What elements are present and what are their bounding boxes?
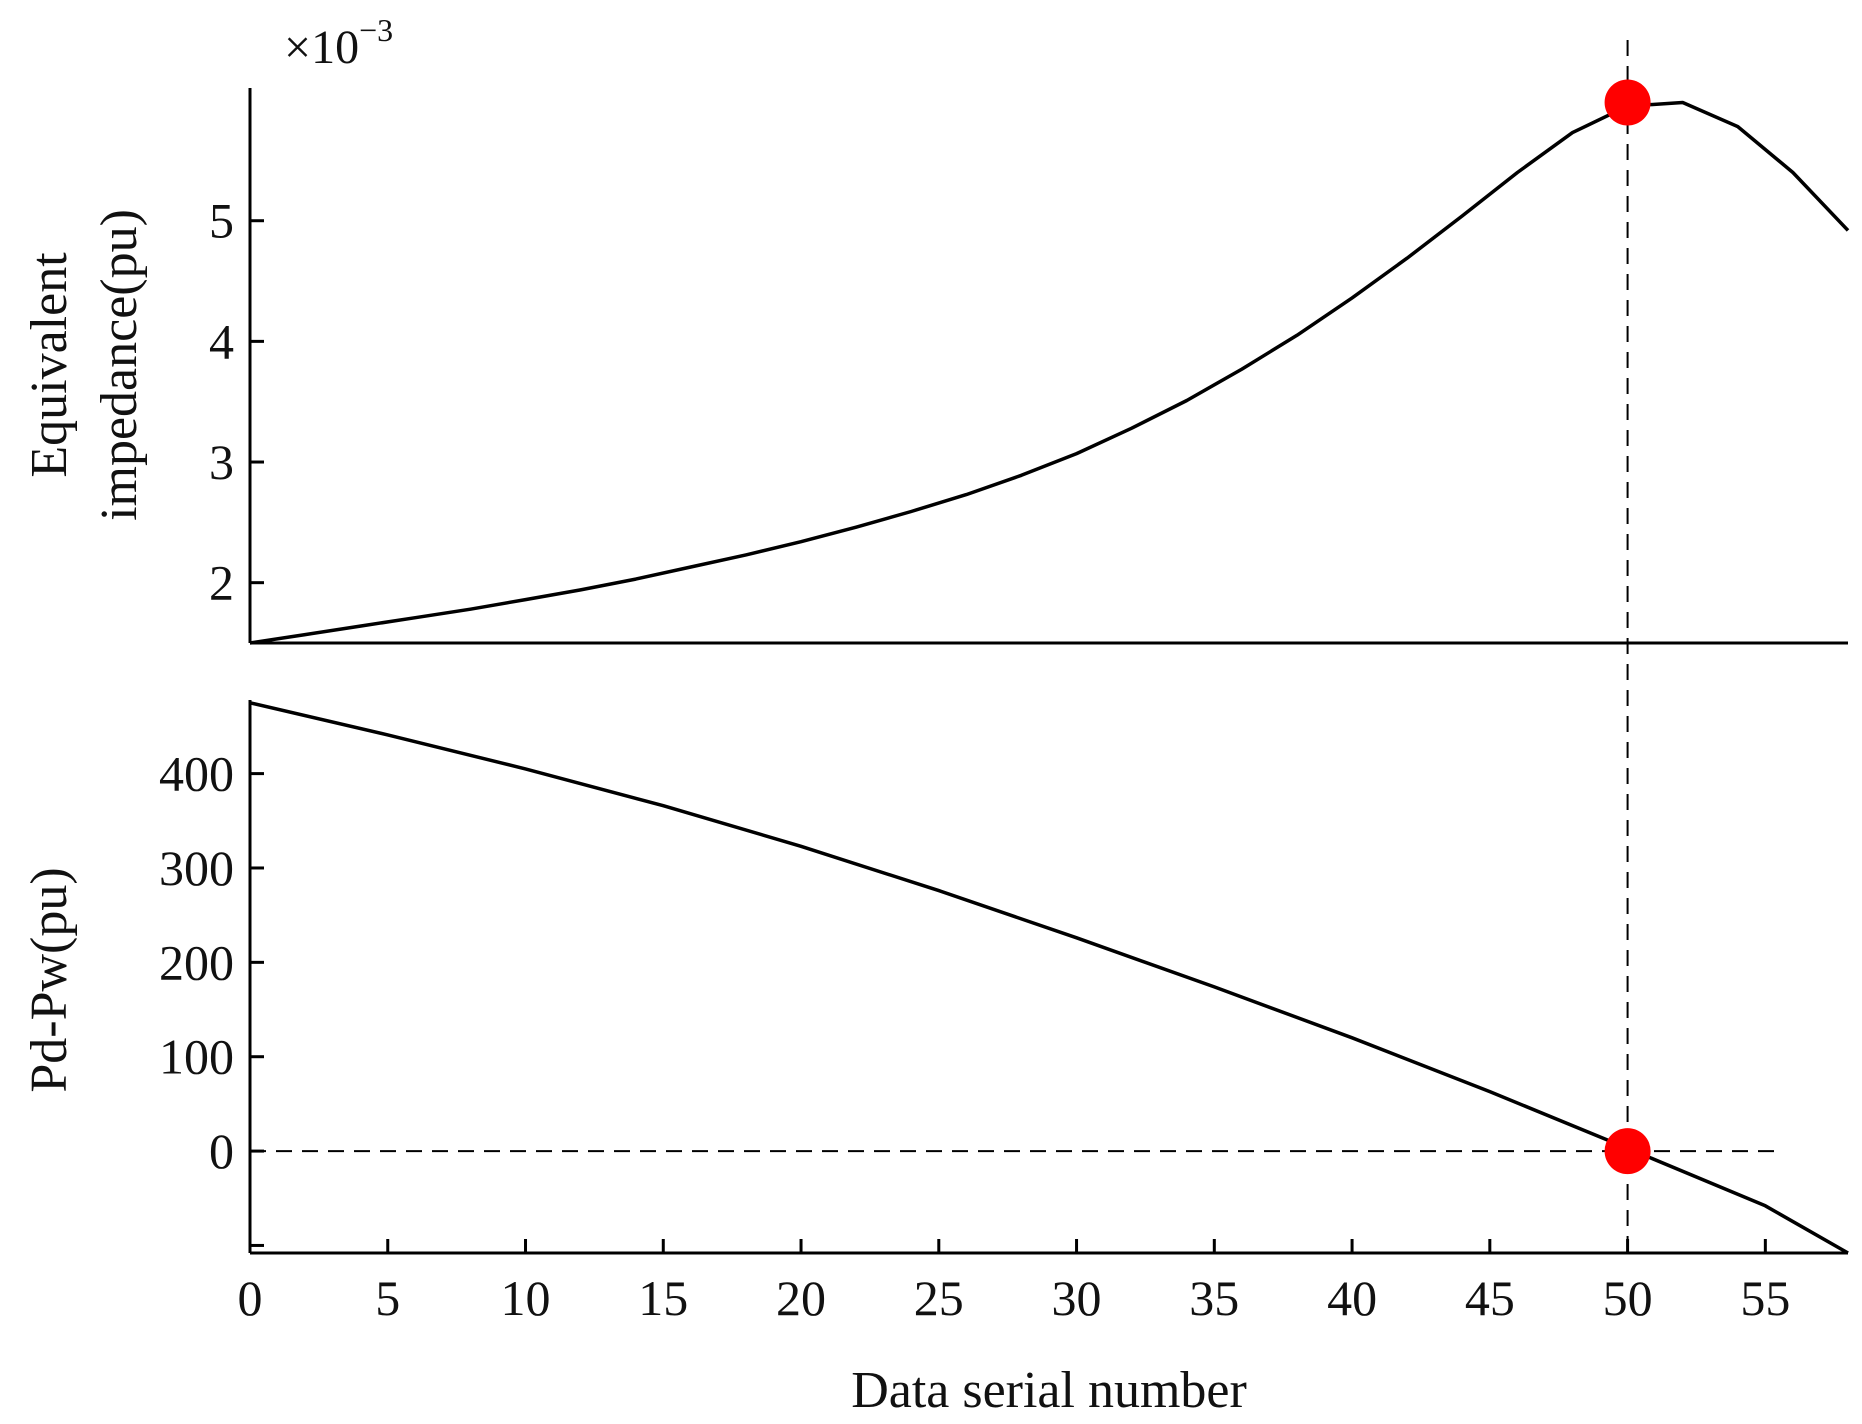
bottom-y-tick-label: 0 [209, 1123, 234, 1179]
impedance-series-line [249, 100, 1850, 645]
impedance-peak-marker [1604, 79, 1651, 126]
x-tick-label: 45 [1465, 1270, 1515, 1326]
y-multiplier: ×10−3 [284, 12, 393, 74]
zero-crossing-marker [1604, 1128, 1651, 1175]
top-y-tick-label: 3 [209, 434, 234, 490]
x-tick-label: 15 [638, 1270, 688, 1326]
top-y-tick-label: 2 [209, 555, 234, 611]
top-y-axis-label-line-1: Equivalent [21, 252, 78, 478]
x-tick-label: 20 [776, 1270, 826, 1326]
bottom-y-tick-label: 100 [159, 1029, 234, 1085]
x-tick-label: 50 [1603, 1270, 1653, 1326]
y-multiplier-base: ×10 [284, 21, 359, 74]
bottom-y-axis-label: Pd-Pw(pu) [21, 867, 78, 1092]
bottom-y-tick-label: 200 [159, 934, 234, 990]
x-tick-label: 40 [1327, 1270, 1377, 1326]
x-tick-label: 25 [914, 1270, 964, 1326]
x-tick-label: 30 [1052, 1270, 1102, 1326]
bottom-x-ticks: 0 5 10 15 20 25 30 35 40 45 50 55 [238, 1239, 1790, 1326]
x-tick-label: 55 [1740, 1270, 1790, 1326]
x-axis-label: Data serial number [851, 1362, 1247, 1419]
top-y-tick-label: 5 [209, 193, 234, 249]
x-tick-label: 35 [1189, 1270, 1239, 1326]
y-multiplier-exponent: −3 [359, 12, 393, 48]
power-difference-series-line [249, 701, 1849, 1255]
bottom-y-tick-label: 400 [159, 746, 234, 802]
bottom-panel: 0 100 200 300 400 0 5 10 15 20 25 30 35 40 45 50 55 Pd-… [21, 700, 1849, 1419]
top-panel: 2 3 4 5 ×10−3 Equivalent impedance(pu) [21, 12, 1850, 645]
top-y-tick-label: 4 [209, 313, 234, 369]
x-tick-label: 10 [501, 1270, 551, 1326]
x-tick-label: 0 [238, 1270, 263, 1326]
x-tick-label: 5 [375, 1270, 400, 1326]
top-y-axis-label-line-2: impedance(pu) [91, 209, 148, 521]
top-y-ticks: 2 3 4 5 [209, 193, 264, 611]
bottom-y-tick-label: 300 [159, 840, 234, 896]
bottom-y-ticks: 0 100 200 300 400 [159, 746, 264, 1247]
